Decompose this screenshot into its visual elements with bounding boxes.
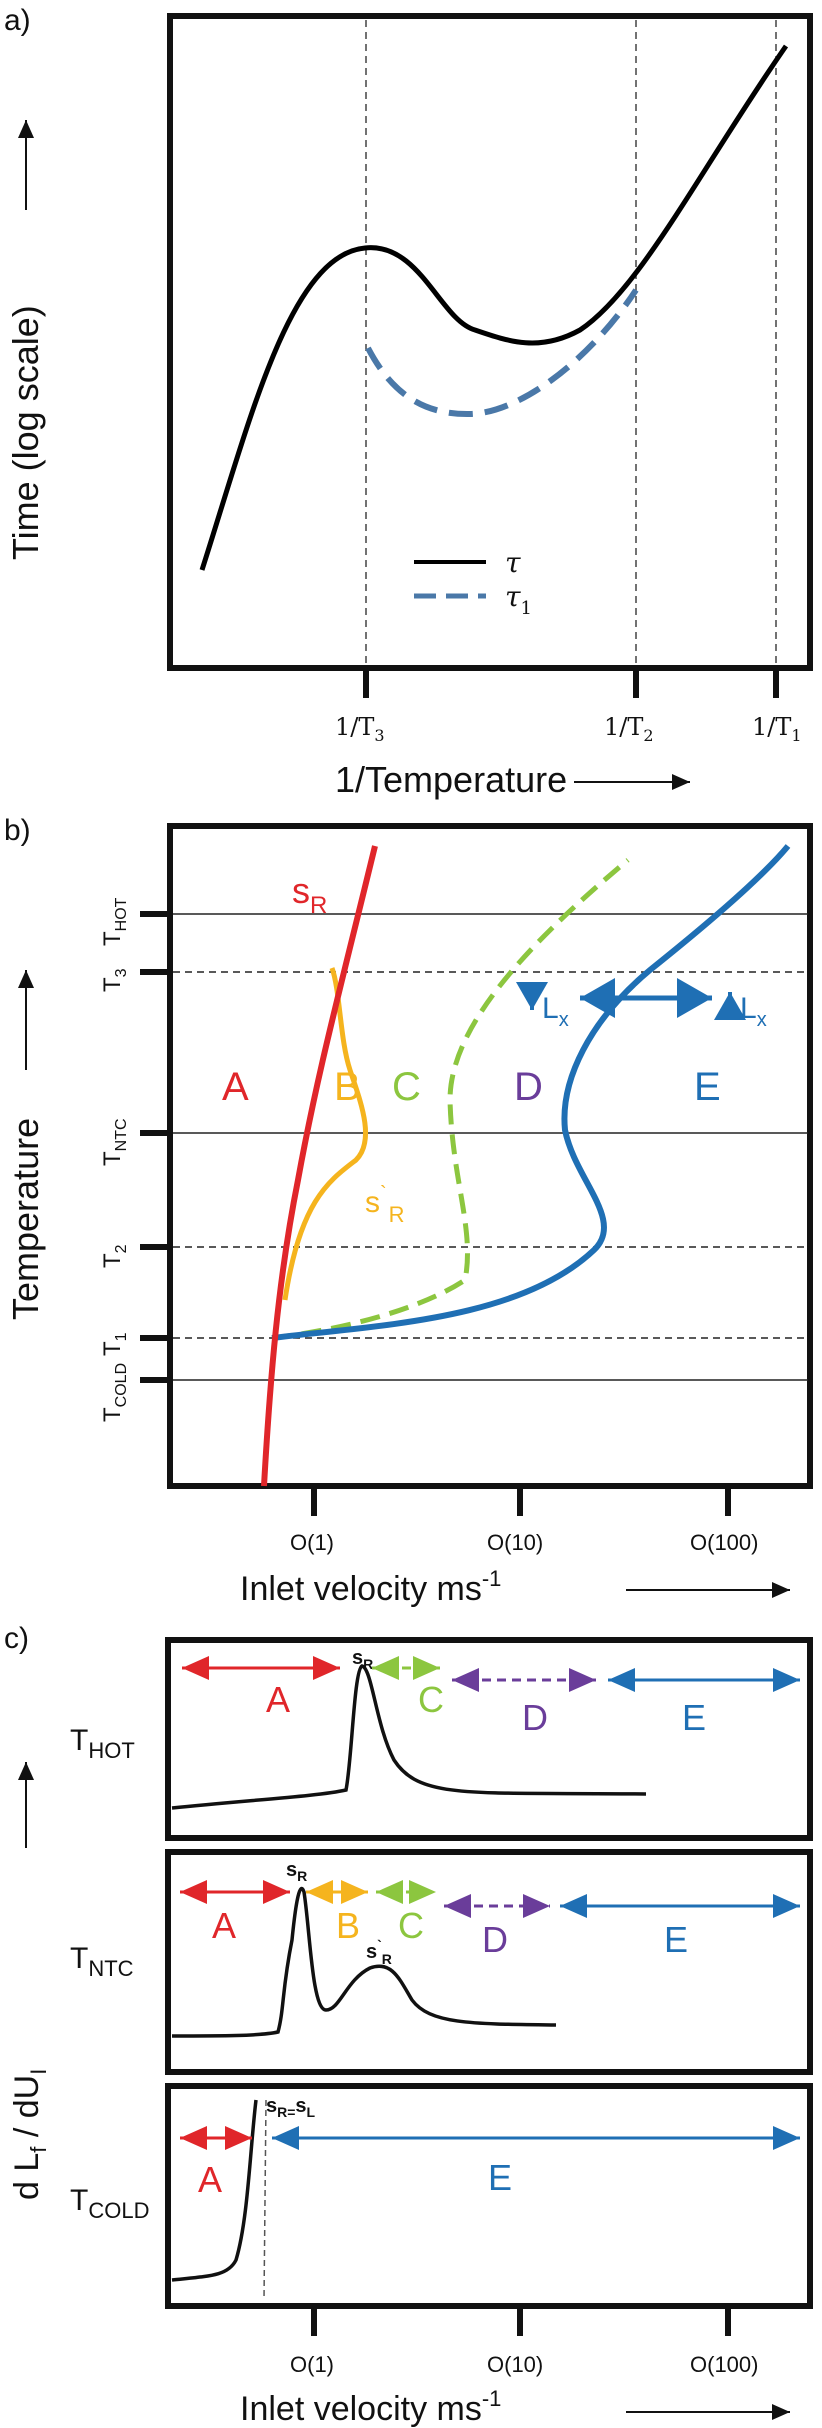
ytick-label-t1: T1	[99, 1332, 130, 1356]
ytick-label-tntc: TNTC	[99, 1118, 130, 1166]
curve-green-dashed	[271, 858, 630, 1341]
curve-blue	[271, 844, 791, 1341]
panel-a-x-label: 1/Temperature	[335, 759, 567, 800]
region-b-a: A	[222, 1065, 249, 1109]
panel-c-y-label: d Lf / dUI	[8, 2069, 51, 2200]
panel-c-label: c)	[4, 1622, 29, 1655]
label-lx-left: Lx	[542, 992, 569, 1031]
tick-label-a-t3: 1/T3	[335, 713, 385, 745]
ytick-label-thot: THOT	[99, 897, 130, 946]
tick-label-a-t1: 1/T1	[752, 713, 802, 745]
tau1-curve	[365, 288, 639, 418]
panel-a-frame	[167, 13, 813, 671]
ytick-label-tcold: TCOLD	[99, 1363, 130, 1422]
subpanel-hot-temp: THOT	[70, 1724, 135, 1763]
hot-region-d: D	[522, 1697, 548, 1738]
curve-ntc	[171, 1886, 557, 2038]
subpanel-ntc-frame	[165, 1849, 813, 2075]
panel-c-x-label: Inlet velocity ms-1	[240, 2386, 501, 2428]
cold-region-e: E	[488, 2157, 512, 2198]
curve-red-sr	[261, 845, 378, 1487]
subpanel-hot: THOT sR A C D E	[70, 1637, 813, 1841]
curve-hot	[171, 1664, 647, 1810]
panel-b-x-label: Inlet velocity ms-1	[240, 1566, 501, 1608]
label-lx-right: Lx	[740, 992, 767, 1031]
label-sr-prime: s`R	[365, 1183, 405, 1227]
ntc-region-b: B	[336, 1905, 360, 1946]
legend-tau1-label: τ1	[505, 580, 532, 619]
ntc-region-d: D	[482, 1919, 508, 1960]
panel-a-y-label: Time (log scale)	[5, 305, 46, 560]
subpanel-ntc-peak2: s`R	[366, 1937, 392, 1967]
ntc-region-a: A	[212, 1905, 236, 1946]
region-b-b: B	[334, 1065, 361, 1109]
cold-region-a: A	[198, 2159, 222, 2200]
hot-region-c: C	[418, 1679, 444, 1720]
tau-curve	[199, 44, 789, 571]
ntc-region-e: E	[664, 1919, 688, 1960]
tick-label-a-t2: 1/T2	[604, 713, 654, 745]
subpanel-cold-frame	[165, 2083, 813, 2309]
xtick-label-c-o1: O(1)	[290, 2352, 334, 2377]
ytick-label-t2: T2	[99, 1244, 130, 1268]
panel-b-y-label: Temperature	[5, 1118, 46, 1320]
subpanel-hot-peak: sR	[352, 1647, 373, 1672]
legend-tau-label: τ	[505, 546, 521, 579]
subpanel-cold-peak: sR=sL	[266, 2095, 316, 2120]
xtick-label-b-o10: O(10)	[487, 1530, 543, 1555]
hot-region-e: E	[682, 1697, 706, 1738]
panel-b: b) THOT T3 TNTC T2 T1 TCOLD O(1) O(10) O…	[4, 814, 813, 1608]
region-b-e: E	[694, 1065, 721, 1109]
region-b-d: D	[514, 1065, 543, 1109]
label-sr: sR	[292, 870, 327, 919]
subpanel-ntc: TNTC sR s`R A B C D E	[70, 1849, 813, 2075]
panel-b-frame	[167, 823, 813, 1489]
subpanel-cold: TCOLD sR=sL A E	[70, 2083, 813, 2309]
curve-yellow-sr-prime	[282, 967, 369, 1301]
ytick-label-t3: T3	[99, 968, 130, 992]
xtick-label-b-o1: O(1)	[290, 1530, 334, 1555]
xtick-label-c-o100: O(100)	[690, 2352, 758, 2377]
panel-b-label: b)	[4, 814, 31, 847]
cold-dashed-line	[263, 2099, 267, 2301]
subpanel-ntc-temp: TNTC	[70, 1942, 134, 1981]
panel-a-label: a)	[4, 4, 31, 37]
region-b-c: C	[392, 1065, 421, 1109]
subpanel-hot-frame	[165, 1637, 813, 1841]
panel-c: c) THOT sR A C D E TNTC sR s`R	[4, 1622, 813, 2428]
hot-region-a: A	[266, 1679, 290, 1720]
panel-a: a) τ τ1 1/T3 1/T2 1/T1 1/Temperature Tim…	[4, 4, 813, 800]
subpanel-cold-temp: TCOLD	[70, 2184, 149, 2223]
subpanel-ntc-peak: sR	[286, 1859, 307, 1884]
xtick-label-c-o10: O(10)	[487, 2352, 543, 2377]
ntc-region-c: C	[398, 1905, 424, 1946]
xtick-label-b-o100: O(100)	[690, 1530, 758, 1555]
